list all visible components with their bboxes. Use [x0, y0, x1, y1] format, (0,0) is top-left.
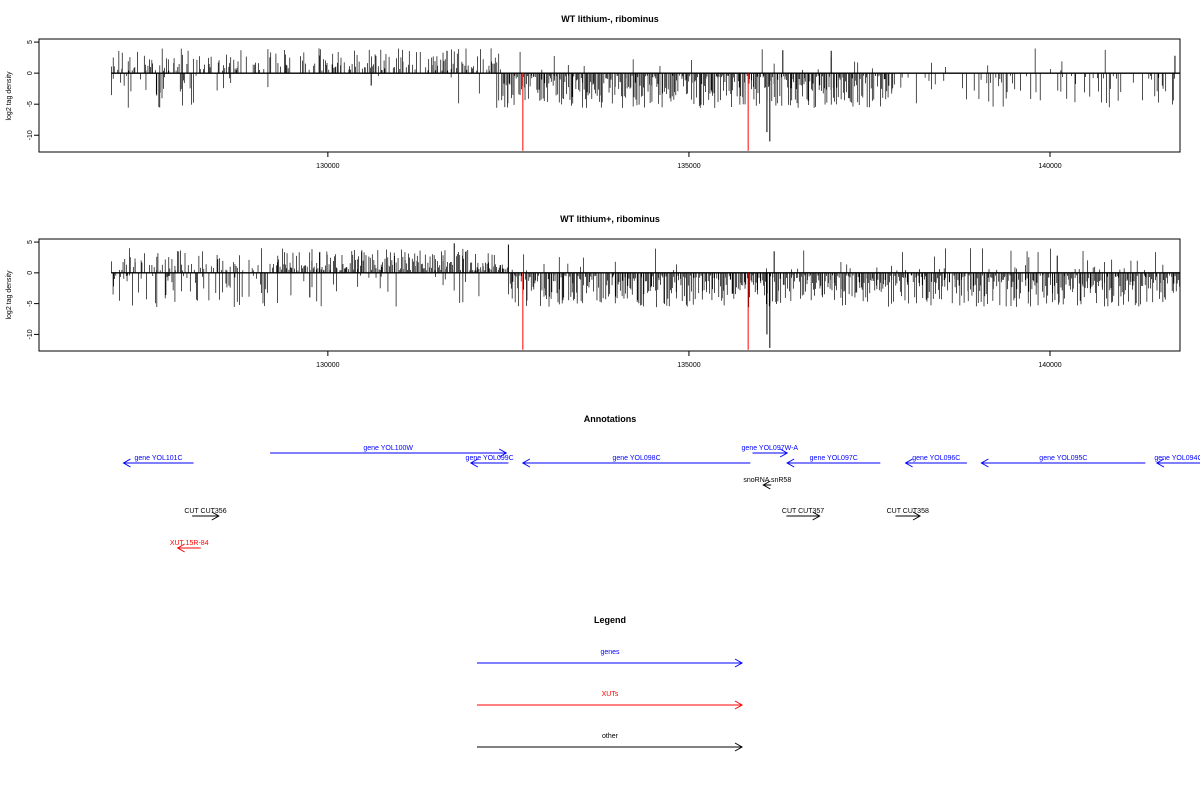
feature-label: gene YOL097C [810, 455, 858, 462]
feature-arrow-head [762, 480, 771, 490]
feature-label: CUT CUT356 [184, 508, 226, 515]
signal-bars [111, 243, 1180, 348]
y-tick-label: 0 [27, 71, 34, 75]
legend-title: Legend [594, 615, 626, 625]
x-tick-label: 135000 [677, 163, 700, 170]
feature-label: gene YOL101C [134, 455, 182, 462]
annotations-title: Annotations [584, 414, 637, 424]
feature-arrow-head [176, 543, 185, 553]
y-axis: 5 0 -5 -10 [27, 40, 39, 140]
plot-frame [38, 238, 1181, 352]
y-tick-label: 5 [27, 240, 34, 244]
x-tick-label: 130000 [316, 362, 339, 369]
y-tick-label: -5 [27, 101, 34, 107]
feature-arrow-head [122, 458, 131, 468]
feature-arrow-head [904, 458, 913, 468]
feature: gene YOL097W-A [742, 445, 799, 458]
feature-arrow-head [498, 448, 508, 458]
legend-item: other [477, 733, 744, 752]
feature-label: CUT CUT358 [887, 508, 929, 515]
y-tick-label: 5 [27, 40, 34, 44]
feature-arrows: gene YOL101C gene YOL100W gene YOL099C gene… [122, 445, 1200, 553]
track-plot-lithium-minus: WT lithium-, ribominus log2 tag density … [6, 14, 1181, 170]
feature-arrow-head [786, 458, 795, 468]
feature: gene YOL098C [521, 455, 751, 468]
x-tick-label: 135000 [677, 362, 700, 369]
plot-frame [38, 38, 1181, 153]
feature: CUT CUT358 [887, 508, 929, 521]
feature-arrow-head [734, 658, 744, 668]
track-plot-lithium-plus: WT lithium+, ribominus log2 tag density … [6, 214, 1181, 369]
x-tick-label: 130000 [316, 163, 339, 170]
feature: gene YOL097C [786, 455, 881, 468]
feature: CUT CUT356 [184, 508, 227, 521]
feature: snoRNA snR58 [743, 477, 791, 490]
y-axis: 5 0 -5 -10 [27, 240, 39, 339]
reference-lines [522, 272, 749, 350]
feature-label: gene YOL094C [1154, 455, 1200, 462]
feature-label: XUT 15R-84 [170, 540, 209, 547]
feature-label: gene YOL097W-A [742, 445, 799, 452]
legend-label: other [602, 733, 619, 740]
feature-arrow-head [734, 742, 744, 752]
signal-bars [111, 48, 1181, 142]
feature: gene YOL096C [904, 455, 967, 468]
legend-item: XUTs [477, 691, 744, 710]
x-axis: 130000 135000 140000 [316, 351, 1062, 369]
feature-arrow-head [912, 511, 922, 521]
feature-arrow-head [1155, 458, 1165, 468]
feature-arrow-head [211, 511, 220, 521]
y-tick-label: 0 [27, 271, 34, 275]
feature-arrow-head [734, 700, 744, 710]
feature: gene YOL094C [1154, 455, 1200, 468]
legend-item: genes [477, 649, 744, 668]
legend: Legend genes XUTs other [477, 615, 744, 752]
feature-arrow-head [980, 458, 989, 468]
feature-label: gene YOL099C [466, 455, 514, 462]
y-axis-label: log2 tag density [6, 71, 13, 121]
feature-arrow-head [521, 458, 531, 468]
feature-label: gene YOL095C [1039, 455, 1087, 462]
feature-arrow-head [812, 511, 821, 521]
feature-arrow-head [469, 458, 479, 468]
feature-label: gene YOL100W [363, 445, 413, 452]
y-tick-label: -10 [27, 130, 34, 140]
x-tick-label: 140000 [1038, 362, 1061, 369]
x-axis: 130000 135000 140000 [316, 152, 1062, 170]
feature: CUT CUT357 [782, 508, 824, 521]
feature-arrow-head [779, 448, 789, 458]
feature-label: snoRNA snR58 [743, 477, 791, 484]
feature-label: gene YOL096C [912, 455, 960, 462]
feature: gene YOL101C [122, 455, 194, 468]
feature-label: gene YOL098C [613, 455, 661, 462]
y-tick-label: -10 [27, 329, 34, 339]
panel-title: WT lithium-, ribominus [561, 14, 659, 24]
legend-items: genes XUTs other [477, 649, 744, 752]
y-axis-label: log2 tag density [6, 270, 13, 320]
legend-label: XUTs [602, 691, 619, 698]
y-tick-label: -5 [27, 300, 34, 306]
panel-title: WT lithium+, ribominus [560, 214, 660, 224]
feature: XUT 15R-84 [170, 540, 209, 553]
feature-label: CUT CUT357 [782, 508, 824, 515]
legend-label: genes [600, 649, 620, 656]
reference-lines [522, 73, 749, 151]
feature: gene YOL099C [466, 455, 514, 468]
x-tick-label: 140000 [1038, 163, 1061, 170]
feature: gene YOL095C [980, 455, 1146, 468]
feature: gene YOL100W [270, 445, 508, 458]
